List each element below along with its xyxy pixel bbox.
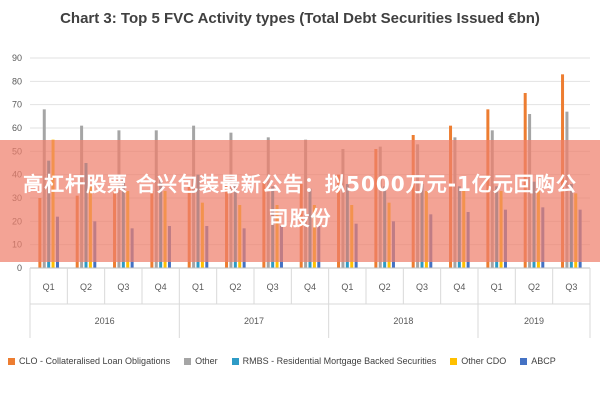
x-group-label: 2018	[393, 316, 413, 326]
overlay-banner-text[interactable]: 高杠杆股票 合兴包装最新公告：拟5000万元-1亿元回购公司股份	[23, 172, 577, 230]
y-tick-label: 0	[17, 263, 22, 273]
legend-item: CLO - Collateralised Loan Obligations	[8, 356, 170, 366]
x-tick-label: Q2	[80, 282, 92, 292]
legend-item: Other CDO	[450, 356, 506, 366]
x-tick-label: Q2	[379, 282, 391, 292]
x-group-label: 2017	[244, 316, 264, 326]
legend-label: ABCP	[531, 356, 556, 366]
legend-swatch	[231, 357, 239, 365]
x-tick-label: Q1	[341, 282, 353, 292]
legend-label: Other	[195, 356, 218, 366]
chart-legend: CLO - Collateralised Loan Obligations Oth…	[8, 356, 596, 366]
y-tick-label: 70	[12, 100, 22, 110]
overlay-banner[interactable]: 高杠杆股票 合兴包装最新公告：拟5000万元-1亿元回购公司股份	[0, 140, 600, 262]
legend-item: RMBS - Residential Mortgage Backed Secur…	[231, 356, 437, 366]
x-group-label: 2019	[524, 316, 544, 326]
legend-swatch	[450, 357, 458, 365]
legend-swatch	[520, 357, 528, 365]
x-tick-label: Q1	[491, 282, 503, 292]
y-tick-label: 90	[12, 53, 22, 63]
x-tick-label: Q4	[304, 282, 316, 292]
x-tick-label: Q4	[453, 282, 465, 292]
legend-item: ABCP	[520, 356, 556, 366]
x-tick-label: Q3	[117, 282, 129, 292]
x-tick-label: Q1	[192, 282, 204, 292]
x-tick-label: Q3	[267, 282, 279, 292]
legend-label: RMBS - Residential Mortgage Backed Secur…	[242, 356, 437, 366]
legend-swatch	[8, 357, 15, 365]
y-tick-label: 60	[12, 123, 22, 133]
legend-swatch	[184, 357, 192, 365]
legend-item: Other	[184, 356, 218, 366]
x-group-label: 2016	[95, 316, 115, 326]
legend-label: CLO - Collateralised Loan Obligations	[19, 356, 171, 366]
chart-title: Chart 3: Top 5 FVC Activity types (Total…	[60, 10, 540, 27]
x-tick-label: Q3	[416, 282, 428, 292]
x-tick-label: Q4	[155, 282, 167, 292]
legend-label: Other CDO	[461, 356, 507, 366]
x-tick-label: Q2	[528, 282, 540, 292]
y-tick-label: 80	[12, 76, 22, 86]
x-tick-label: Q3	[565, 282, 577, 292]
x-tick-label: Q2	[229, 282, 241, 292]
x-tick-label: Q1	[43, 282, 55, 292]
